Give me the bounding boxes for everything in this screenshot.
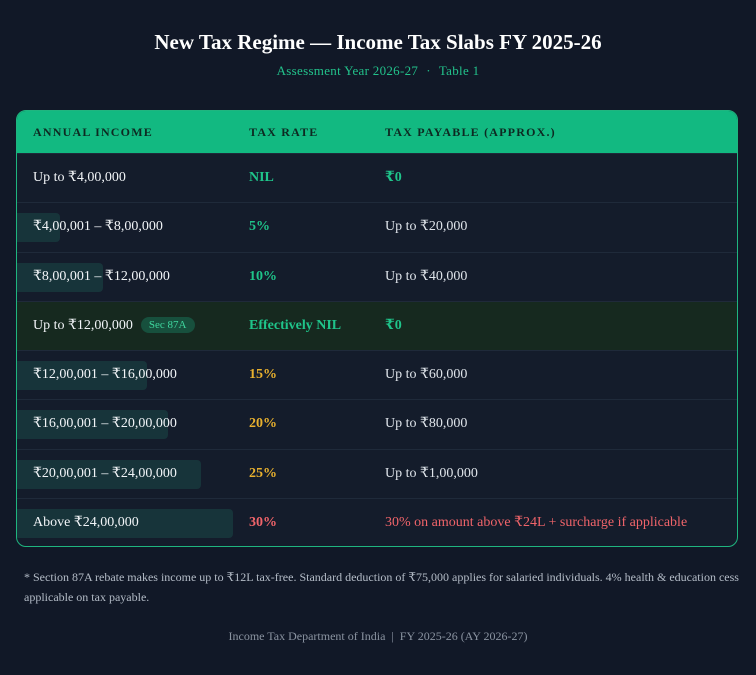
page-title: New Tax Regime — Income Tax Slabs FY 202… <box>154 30 602 54</box>
income-bar <box>17 361 147 391</box>
income-cell: ₹8,00,001 – ₹12,00,000 <box>33 268 170 284</box>
payable-cell: 30% on amount above ₹24L + surcharge if … <box>385 515 688 531</box>
payable-cell: Up to ₹1,00,000 <box>385 465 478 481</box>
rate-cell: NIL <box>249 170 274 185</box>
income-cell: ₹4,00,001 – ₹8,00,000 <box>33 219 163 235</box>
income-cell: ₹20,00,001 – ₹24,00,000 <box>33 465 177 481</box>
footer: Income Tax Department of India | FY 2025… <box>228 629 528 643</box>
subtitle-separator: · <box>426 63 431 78</box>
income-bar <box>17 509 233 539</box>
footnote: * Section 87A rebate makes income up to … <box>24 570 739 604</box>
table-row: ₹20,00,001 – ₹24,00,000 25% Up to ₹1,00,… <box>17 448 737 498</box>
rate-cell: 10% <box>249 268 277 284</box>
table-row: ₹12,00,001 – ₹16,00,000 15% Up to ₹60,00… <box>17 350 737 399</box>
income-cell: Up to ₹12,00,000 Sec 87A <box>33 302 195 350</box>
income-bar <box>17 459 201 489</box>
payable-cell: ₹0 <box>385 170 402 185</box>
payable-cell: Up to ₹60,000 <box>385 367 468 383</box>
table-row: ₹4,00,001 – ₹8,00,000 5% Up to ₹20,000 <box>17 202 737 251</box>
table-row-rebate: Up to ₹12,00,000 Sec 87A Effectively NIL … <box>17 300 737 351</box>
table-row: Above ₹24,00,000 30% 30% on amount above… <box>17 498 737 546</box>
rate-cell: 25% <box>249 465 277 481</box>
income-bar <box>17 410 168 440</box>
payable-cell: Up to ₹40,000 <box>385 268 468 284</box>
income-cell: Above ₹24,00,000 <box>33 515 139 531</box>
rate-cell: 5% <box>249 219 270 235</box>
table-label: Table 1 <box>438 63 480 78</box>
section-87a-badge: Sec 87A <box>140 316 195 333</box>
income-cell: ₹12,00,001 – ₹16,00,000 <box>33 367 177 383</box>
column-header-rate: TAX RATE <box>249 125 319 139</box>
payable-cell: ₹0 <box>385 317 402 333</box>
income-cell: Up to ₹4,00,000 <box>33 170 126 185</box>
table-row: ₹8,00,001 – ₹12,00,000 10% Up to ₹40,000 <box>17 251 737 301</box>
tax-slab-table: ANNUAL INCOME TAX RATE TAX PAYABLE (APPR… <box>16 110 738 547</box>
subtitle: Assessment Year 2026-27 · Table 1 <box>0 63 756 79</box>
assessment-year: Assessment Year 2026-27 <box>276 63 419 78</box>
income-bar <box>17 262 103 292</box>
rate-cell: 20% <box>249 416 277 432</box>
income-text: Up to ₹12,00,000 <box>33 317 133 333</box>
table-row: Up to ₹4,00,000 NIL ₹0 <box>17 153 737 202</box>
income-bar <box>17 213 60 243</box>
income-cell: ₹16,00,001 – ₹20,00,000 <box>33 416 177 432</box>
column-header-income: ANNUAL INCOME <box>33 125 153 139</box>
column-header-payable: TAX PAYABLE (APPROX.) <box>385 125 556 139</box>
payable-cell: Up to ₹20,000 <box>385 219 468 235</box>
rate-cell: 15% <box>249 367 277 383</box>
rate-cell: Effectively NIL <box>249 317 342 333</box>
table-row: ₹16,00,001 – ₹20,00,000 20% Up to ₹80,00… <box>17 399 737 448</box>
rate-cell: 30% <box>249 515 277 531</box>
table-header: ANNUAL INCOME TAX RATE TAX PAYABLE (APPR… <box>17 111 737 153</box>
payable-cell: Up to ₹80,000 <box>385 416 468 432</box>
